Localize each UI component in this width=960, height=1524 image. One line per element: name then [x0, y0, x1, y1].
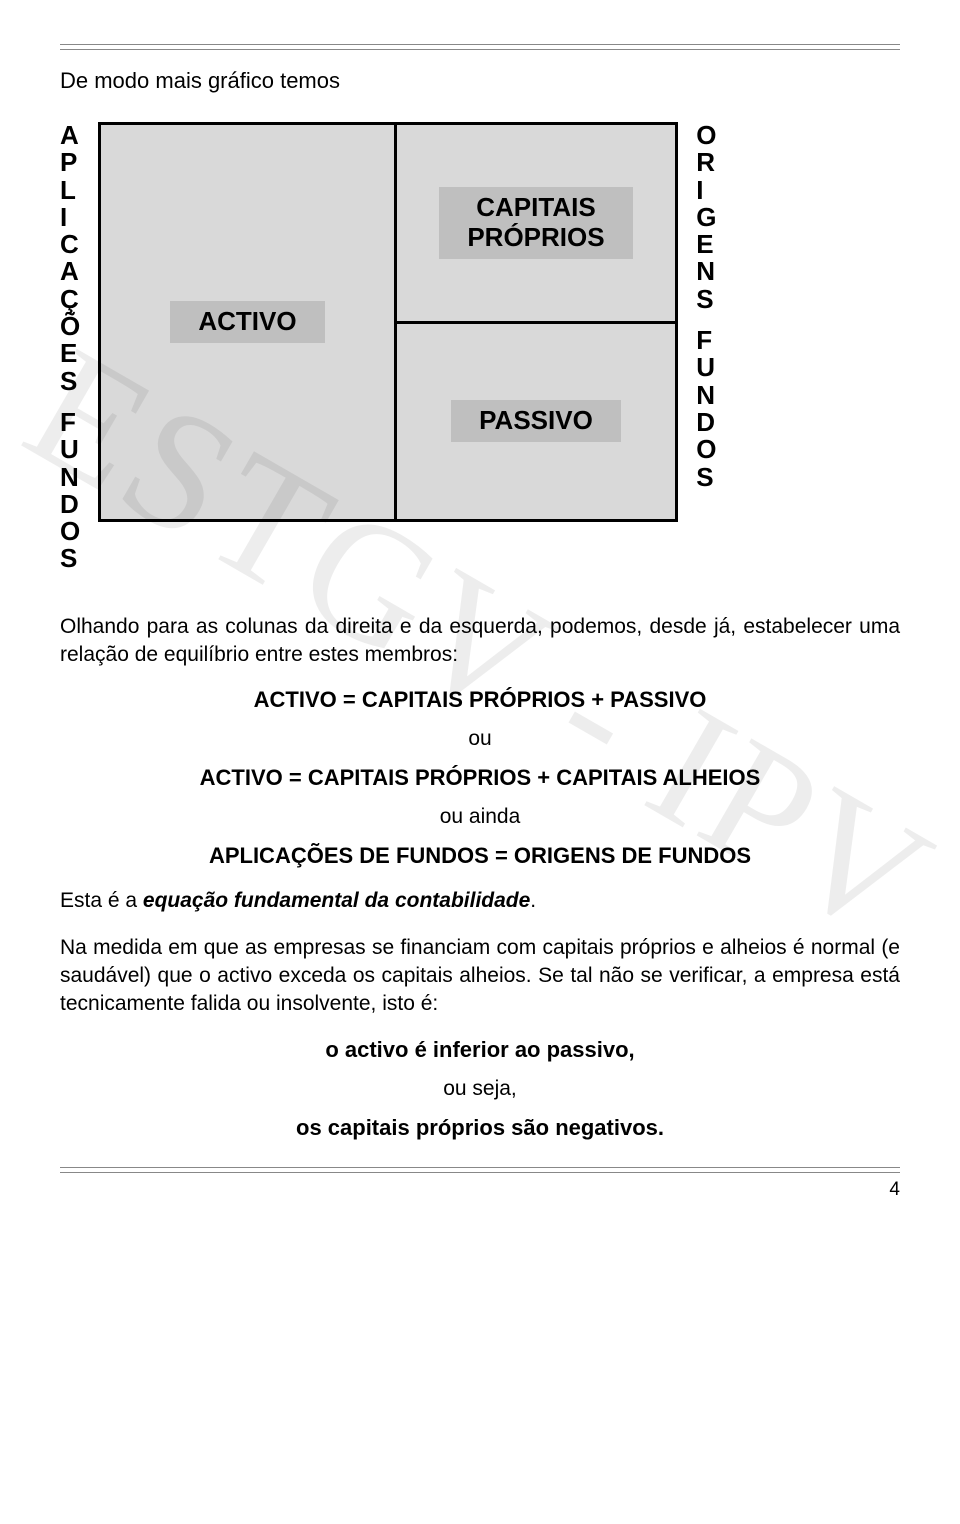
rv1-1: R — [696, 149, 716, 176]
lv1-5: A — [60, 258, 80, 285]
paragraph-1: Olhando para as colunas da direita e da … — [60, 613, 900, 670]
lv1-7: Õ — [60, 313, 80, 340]
conclusion-line-3: os capitais próprios são negativos. — [60, 1115, 900, 1141]
paragraph-2: Esta é a equação fundamental da contabil… — [60, 887, 900, 915]
lv1-3: I — [60, 204, 80, 231]
bottom-rule-2 — [60, 1172, 900, 1173]
passivo-cell: PASSIVO — [397, 324, 676, 520]
capitais-proprios-cell: CAPITAIS PRÓPRIOS — [397, 125, 676, 324]
ou-2: ou ainda — [60, 805, 900, 829]
lv1-6: Ç — [60, 286, 80, 313]
top-rule-1 — [60, 44, 900, 45]
lv1-1: P — [60, 149, 80, 176]
diagram-left-col: ACTIVO — [101, 125, 396, 519]
lv1-8: E — [60, 340, 80, 367]
rv1-5: N — [696, 258, 716, 285]
rv2-5: S — [696, 464, 716, 491]
lv2-4: O — [60, 518, 80, 545]
capitais-proprios-tag: CAPITAIS PRÓPRIOS — [439, 187, 632, 259]
left-vertical-label: A P L I C A Ç Õ E S F U N D O S — [60, 122, 80, 573]
rv2-2: N — [696, 382, 716, 409]
rv1-2: I — [696, 177, 716, 204]
cp-line1: CAPITAIS — [476, 192, 595, 222]
rv1-4: E — [696, 231, 716, 258]
p2-emph: equação fundamental da contabilidade — [143, 889, 530, 912]
equation-3: APLICAÇÕES DE FUNDOS = ORIGENS DE FUNDOS — [60, 843, 900, 869]
activo-tag: ACTIVO — [170, 301, 324, 343]
intro-heading: De modo mais gráfico temos — [60, 68, 900, 94]
cp-line2: PRÓPRIOS — [467, 222, 604, 252]
bottom-rule-1 — [60, 1167, 900, 1168]
conclusion-line-2: ou seja, — [60, 1077, 900, 1101]
rv1-0: O — [696, 122, 716, 149]
rv1-3: G — [696, 204, 716, 231]
right-vertical-label: O R I G E N S F U N D O S — [696, 122, 716, 573]
rv1-6: S — [696, 286, 716, 313]
ou-1: ou — [60, 727, 900, 751]
top-rule-2 — [60, 49, 900, 50]
rv2-0: F — [696, 327, 716, 354]
diagram-container: A P L I C A Ç Õ E S F U N D O S ACTIVO C… — [60, 122, 900, 573]
rv2-4: O — [696, 436, 716, 463]
lv2-2: N — [60, 464, 80, 491]
passivo-tag: PASSIVO — [451, 400, 621, 442]
lv2-1: U — [60, 436, 80, 463]
p2-suffix: . — [530, 889, 536, 912]
diagram-right-col: CAPITAIS PRÓPRIOS PASSIVO — [397, 125, 676, 519]
lv2-3: D — [60, 491, 80, 518]
lv1-2: L — [60, 177, 80, 204]
equation-2: ACTIVO = CAPITAIS PRÓPRIOS + CAPITAIS AL… — [60, 765, 900, 791]
lv2-0: F — [60, 409, 80, 436]
lv2-5: S — [60, 545, 80, 572]
balance-diagram: ACTIVO CAPITAIS PRÓPRIOS PASSIVO — [98, 122, 678, 522]
rv2-3: D — [696, 409, 716, 436]
paragraph-3: Na medida em que as empresas se financia… — [60, 934, 900, 1019]
lv1-0: A — [60, 122, 80, 149]
page-number: 4 — [60, 1179, 900, 1201]
p2-prefix: Esta é a — [60, 889, 143, 912]
equation-1: ACTIVO = CAPITAIS PRÓPRIOS + PASSIVO — [60, 687, 900, 713]
conclusion-line-1: o activo é inferior ao passivo, — [60, 1037, 900, 1063]
rv2-1: U — [696, 354, 716, 381]
lv1-4: C — [60, 231, 80, 258]
lv1-9: S — [60, 368, 80, 395]
